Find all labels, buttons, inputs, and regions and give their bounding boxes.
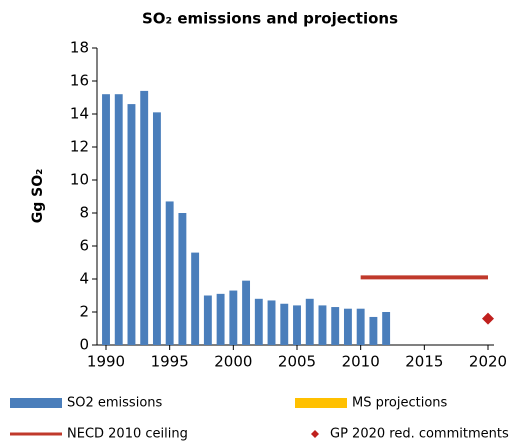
bar — [203, 295, 212, 345]
bar — [216, 293, 225, 345]
bar — [343, 308, 352, 345]
bar — [318, 305, 327, 345]
bar — [356, 308, 365, 345]
bar — [254, 298, 263, 345]
x-tick-label: 2000 — [214, 353, 252, 371]
y-tick-label: 16 — [70, 72, 89, 90]
legend-label: NECD 2010 ceiling — [67, 427, 188, 442]
bar — [114, 94, 123, 345]
y-tick-label: 8 — [79, 204, 89, 222]
y-tick-label: 0 — [79, 336, 89, 354]
bar — [267, 300, 276, 345]
bar — [127, 104, 136, 345]
x-tick-label: 1990 — [87, 353, 125, 371]
y-axis-label: Gg SO₂ — [30, 169, 46, 224]
bar — [140, 90, 149, 346]
legend-label: GP 2020 red. commitments — [330, 427, 509, 442]
x-tick-label: 2010 — [342, 353, 380, 371]
y-tick-label: 12 — [70, 138, 89, 156]
legend-swatch — [10, 398, 62, 408]
y-tick-label: 10 — [70, 171, 89, 189]
legend-swatch — [311, 430, 319, 438]
bar — [382, 312, 391, 345]
bar — [331, 307, 340, 345]
y-tick-label: 2 — [79, 303, 89, 321]
x-tick-label: 1995 — [151, 353, 189, 371]
bar — [178, 213, 187, 345]
bar — [165, 201, 174, 345]
bar — [280, 303, 289, 345]
bar — [229, 290, 238, 345]
x-tick-label: 2020 — [469, 353, 507, 371]
legend-swatch — [295, 398, 347, 408]
y-tick-label: 6 — [79, 237, 89, 255]
point — [482, 312, 494, 325]
bar — [152, 112, 161, 345]
legend-label: MS projections — [352, 396, 448, 411]
x-tick-label: 2015 — [405, 353, 443, 371]
bar — [191, 252, 200, 345]
y-tick-label: 14 — [70, 105, 89, 123]
bar — [242, 280, 251, 345]
y-tick-label: 4 — [79, 270, 89, 288]
bar — [102, 94, 110, 345]
bar — [369, 316, 378, 345]
chart-title: SO₂ emissions and projections — [142, 10, 398, 28]
bar — [305, 298, 314, 345]
y-tick-label: 18 — [70, 39, 89, 57]
bar — [293, 305, 301, 345]
legend-label: SO2 emissions — [67, 396, 163, 411]
x-tick-label: 2005 — [278, 353, 316, 371]
